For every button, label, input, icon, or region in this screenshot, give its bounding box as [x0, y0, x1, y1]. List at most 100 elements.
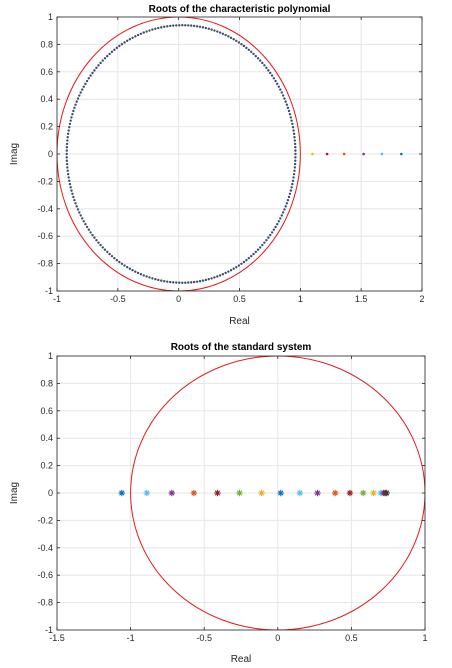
root-dot	[291, 126, 295, 129]
root-dot	[97, 64, 100, 67]
root-dot	[281, 211, 285, 214]
root-dot	[118, 44, 121, 48]
root-dot	[287, 195, 291, 199]
root-dot	[245, 258, 248, 262]
root-dot	[125, 39, 129, 43]
y-axis-label: Imag	[9, 482, 20, 504]
root-dot	[221, 273, 225, 276]
root-dot	[106, 250, 109, 254]
root-dot	[118, 260, 121, 264]
root-dot	[68, 122, 72, 126]
root-dot	[97, 241, 100, 244]
y-tick-label: -0.8	[37, 598, 53, 608]
real-root-dot	[362, 152, 365, 156]
root-dot	[73, 198, 76, 202]
root-dot	[68, 126, 71, 129]
root-dot	[249, 254, 253, 258]
root-dot	[232, 38, 235, 41]
root-dot	[91, 233, 94, 237]
root-dot	[198, 279, 202, 283]
root-dot	[72, 109, 75, 113]
root-dot	[204, 278, 208, 282]
root-dot	[261, 243, 264, 247]
root-dot	[285, 202, 289, 205]
root-marker	[168, 489, 176, 497]
root-dot	[207, 278, 210, 281]
root-dot	[293, 166, 297, 169]
root-dot	[291, 179, 295, 182]
root-dot	[274, 79, 277, 83]
root-dot	[169, 24, 172, 28]
root-dot	[184, 24, 187, 27]
root-dot	[157, 26, 160, 30]
root-dot	[72, 195, 75, 199]
root-dot	[142, 274, 145, 277]
x-axis-label: Real	[229, 316, 250, 327]
y-tick-label: -0.2	[37, 515, 53, 525]
root-dot	[175, 24, 178, 27]
root-dot	[263, 64, 266, 67]
root-dot	[103, 248, 107, 251]
root-dot	[184, 281, 187, 284]
root-dot	[68, 182, 72, 186]
root-dot	[145, 30, 148, 33]
root-marker	[236, 489, 243, 497]
root-dot	[281, 94, 285, 97]
root-dot	[218, 274, 222, 277]
x-tick-label: 2	[419, 294, 424, 304]
root-dot	[120, 262, 124, 266]
root-dot	[101, 246, 104, 249]
root-dot	[259, 246, 262, 249]
root-dot	[65, 152, 68, 156]
root-dot	[154, 278, 157, 281]
y-tick-label: -0.8	[37, 259, 53, 269]
x-tick-label: 1	[422, 633, 427, 643]
root-dot	[79, 91, 82, 94]
root-dot	[172, 281, 175, 284]
root-dot	[247, 48, 251, 52]
y-tick-label: 0.6	[40, 406, 53, 416]
root-dot	[218, 31, 222, 34]
y-tick-label: -0.2	[37, 176, 53, 186]
root-dot	[81, 88, 84, 91]
root-dot	[254, 54, 258, 58]
root-dot	[95, 238, 98, 242]
root-dot	[270, 74, 274, 77]
root-dot	[276, 82, 279, 86]
x-tick-label: -1.5	[49, 633, 65, 643]
y-tick-label: 0.4	[40, 433, 53, 443]
root-dot	[113, 48, 116, 52]
root-dot	[108, 52, 111, 56]
real-root-dot	[400, 152, 403, 156]
root-marker	[118, 489, 125, 497]
root-dot	[148, 276, 151, 279]
root-dot	[232, 267, 235, 270]
root-dot	[75, 205, 78, 208]
x-tick-label: 0.5	[233, 294, 246, 304]
y-tick-label: -0.4	[37, 204, 53, 214]
root-dot	[81, 217, 84, 220]
root-dot	[210, 28, 213, 31]
x-tick-label: -0.5	[110, 294, 126, 304]
x-tick-label: -1	[127, 633, 135, 643]
root-dot	[277, 220, 280, 223]
root-dot	[293, 135, 296, 139]
root-dot	[139, 273, 143, 276]
root-dot	[287, 109, 291, 113]
root-dot	[261, 61, 264, 65]
root-dot	[101, 59, 104, 62]
root-dot	[288, 192, 292, 195]
root-dot	[235, 265, 238, 269]
root-marker	[370, 489, 377, 497]
root-dot	[82, 220, 85, 223]
root-dot	[256, 57, 260, 60]
root-dot	[284, 100, 287, 103]
root-dot	[65, 146, 69, 149]
root-marker	[346, 489, 354, 497]
root-dot	[125, 265, 129, 269]
root-dot	[99, 61, 102, 65]
root-dot	[259, 59, 262, 62]
x-tick-label: 0.5	[345, 633, 358, 643]
y-tick-label: 1	[48, 12, 53, 22]
root-dot	[87, 228, 91, 231]
